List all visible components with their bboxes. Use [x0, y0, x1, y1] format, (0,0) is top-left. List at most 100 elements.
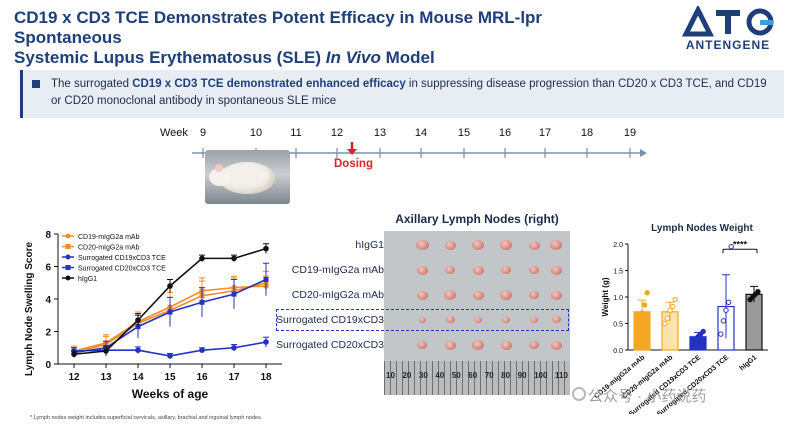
title-line-1: CD19 x CD3 TCE Demonstrates Potent Effic… [14, 8, 543, 47]
lymph-node-sample [551, 316, 561, 324]
individual-point [634, 323, 640, 329]
lymph-node-sample [501, 266, 511, 274]
lymph-node-sample [550, 240, 562, 251]
ruler-number: 50 [451, 371, 461, 380]
individual-point [662, 320, 668, 327]
timeline-tick-label: 17 [539, 127, 551, 139]
photo-row-label: Surrogated CD20xCD3 [276, 339, 384, 351]
title-line-2-text: Systemic Lupus Erythematosus (SLE) [14, 48, 326, 67]
individual-point [725, 299, 732, 306]
individual-point [755, 289, 761, 295]
data-point [71, 351, 77, 358]
lymph-node-sample [417, 341, 427, 349]
x-tick-label: 18 [260, 372, 272, 383]
lymph-node-sample [529, 291, 539, 299]
bar-y-tick-label: 0.0 [613, 348, 623, 355]
individual-point [639, 310, 645, 316]
individual-point [700, 328, 706, 335]
bar-y-tick-label: 2.0 [613, 242, 623, 249]
line-chart-axes: 0 2 4 6 8 12 13 14 15 16 17 18 Weeks of age Lymph Nod… [24, 230, 282, 401]
dosing-timeline: Week 9 10 11 12 13 14 15 16 17 18 19 Dosing [160, 127, 647, 170]
line-chart-legend: CD19-mIgG2a mAb CD20-mIgG2a mAb Surrogated… [62, 233, 166, 283]
y-tick-label: 2 [45, 328, 51, 339]
timeline-tick-label: 12 [331, 127, 343, 139]
ruler-number: 80 [501, 371, 511, 380]
lymph-node-sample [529, 266, 539, 274]
data-point [231, 344, 237, 351]
data-point [263, 245, 269, 252]
individual-point [641, 302, 648, 308]
dosing-arrow-icon [347, 149, 357, 155]
mouse-ear [215, 164, 223, 172]
ruler-number: 10 [386, 371, 395, 380]
logo-name: ANTENGENE [685, 38, 771, 52]
timeline-tick-label: 10 [250, 127, 262, 139]
lymph-node-sample [550, 340, 562, 350]
bar [745, 293, 763, 351]
lymph-node-sample [416, 265, 428, 275]
bar-y-tick-label: 1.5 [613, 269, 623, 276]
lymph-node-sample [415, 239, 429, 250]
legend-marker [65, 265, 71, 270]
data-point [231, 291, 237, 297]
data-point [167, 353, 173, 359]
company-logo: ANTENGENE [672, 4, 784, 56]
timeline-tick-label: 18 [581, 127, 593, 139]
photo-row-label: Surrogated CD19xCD3 [276, 314, 384, 326]
title-line-2: Systemic Lupus Erythematosus (SLE) In Vi… [14, 48, 574, 68]
bar-y-tick-label: 1.0 [613, 295, 623, 302]
timeline-tick-label: 14 [415, 127, 427, 139]
lymph-node-sample [502, 316, 510, 323]
wechat-icon [572, 387, 586, 401]
banner-post: in suppressing disease progression than … [51, 78, 767, 107]
data-point [199, 347, 205, 353]
bar-category-label: hIgG1 [739, 354, 759, 372]
dosing-marker: Dosing [334, 142, 373, 170]
data-point [199, 299, 205, 305]
data-point [135, 347, 141, 353]
lymph-node-sample [550, 265, 562, 275]
watermark: 公众号 · 小药说药 [588, 388, 707, 405]
timeline-week-label: Week [160, 127, 188, 139]
individual-point [669, 303, 676, 310]
individual-point [718, 331, 724, 337]
footnote: * Lymph nodes weight includes superficia… [30, 415, 263, 421]
legend-marker [65, 275, 71, 281]
y-tick-label: 4 [45, 295, 51, 306]
photo-row-label: CD20-mIgG2a mAb [291, 289, 384, 301]
data-point [167, 309, 173, 315]
timeline-tick-label: 16 [499, 127, 511, 139]
photo-row-label: hIgG1 [355, 239, 384, 251]
mouse-head [209, 168, 231, 186]
x-tick-label: 12 [68, 372, 80, 383]
legend-marker [65, 244, 71, 249]
ruler-number: 70 [484, 371, 494, 380]
ruler-number: 60 [468, 371, 478, 380]
banner-bold: CD19 x CD3 TCE demonstrated enhanced eff… [132, 78, 406, 90]
timeline-arrow-icon [640, 149, 647, 157]
ruler [384, 361, 570, 395]
individual-point [720, 318, 727, 324]
lymph-node-sample [472, 265, 484, 275]
data-point [263, 339, 269, 345]
bar-chart-axes: 0.0 0.5 1.0 1.5 2.0 Weight (g) [601, 242, 768, 355]
data-point [167, 283, 173, 289]
lymph-node-sample [444, 290, 456, 301]
lymph-node-sample [416, 290, 428, 300]
individual-point [644, 290, 650, 296]
bar-chart-title: Lymph Nodes Weight [651, 223, 753, 234]
lymph-node-sample [530, 316, 538, 323]
data-point [263, 277, 269, 282]
lymph-node-sample [444, 340, 456, 350]
lymph-node-sample [418, 317, 426, 324]
logo-mark-icon [681, 4, 774, 37]
bar-y-axis-label: Weight (g) [601, 277, 610, 316]
legend-marker [65, 233, 71, 239]
lymph-node-sample [472, 340, 484, 351]
lymph-node-weight-bar-chart: Lymph Nodes Weight 0.0 0.5 1.0 1.5 2.0 Weight… [593, 223, 768, 414]
timeline-tick-label: 11 [290, 127, 301, 139]
bar-y-tick-label: 0.5 [613, 322, 623, 329]
x-tick-label: 14 [132, 372, 144, 383]
data-point [199, 255, 205, 262]
legend-label: Surrogated CD19xCD3 TCE [78, 255, 166, 262]
